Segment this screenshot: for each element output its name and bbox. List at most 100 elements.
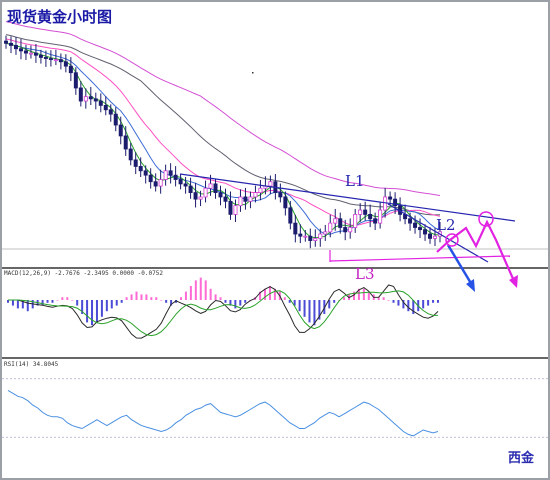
candle-body bbox=[4, 40, 9, 44]
macd-histogram-bar bbox=[437, 300, 439, 303]
candle-body bbox=[93, 98, 98, 102]
candle-body bbox=[23, 50, 28, 54]
candle-body bbox=[258, 187, 263, 194]
candle-body bbox=[433, 235, 438, 239]
macd-histogram-bar bbox=[333, 300, 336, 303]
candle-body bbox=[223, 196, 228, 202]
macd-histogram-bar bbox=[239, 300, 242, 306]
candle-body bbox=[48, 58, 53, 61]
forecast-circle-high bbox=[478, 211, 494, 227]
candle-body bbox=[213, 183, 218, 194]
macd-histogram-bar bbox=[352, 291, 355, 300]
ma-mid-line bbox=[5, 38, 441, 227]
macd-histogram-bar bbox=[76, 300, 79, 306]
candle-body bbox=[338, 218, 343, 228]
macd-histogram-bar bbox=[165, 300, 168, 303]
macd-histogram-bar bbox=[397, 300, 400, 306]
candle-body bbox=[208, 183, 213, 189]
macd-histogram-bar bbox=[7, 300, 9, 303]
candle-body bbox=[18, 48, 23, 52]
macd-histogram-bar bbox=[288, 300, 291, 303]
candle-body bbox=[368, 213, 373, 220]
label-L2: L2 bbox=[436, 216, 456, 234]
candle-body bbox=[423, 229, 428, 235]
candle-body bbox=[58, 59, 63, 63]
macd-histogram-bar bbox=[204, 280, 207, 300]
candle-body bbox=[143, 170, 148, 176]
macd-histogram-bar bbox=[318, 300, 321, 320]
candle-body bbox=[33, 52, 38, 56]
label-L1: L1 bbox=[345, 172, 365, 190]
trendline-L2 bbox=[387, 203, 489, 263]
macd-histogram-bar bbox=[244, 300, 247, 303]
candle-body bbox=[163, 170, 168, 180]
candle-body bbox=[113, 113, 118, 126]
macd-histogram-bar bbox=[66, 297, 69, 300]
macd-histogram-bar bbox=[308, 300, 311, 323]
macd-histogram-bar bbox=[115, 300, 118, 306]
macd-histogram-bar bbox=[357, 288, 360, 300]
macd-line bbox=[8, 284, 439, 339]
candle-body bbox=[353, 213, 358, 228]
macd-histogram-bar bbox=[91, 300, 94, 326]
macd-histogram-bar bbox=[367, 291, 370, 300]
candle-body bbox=[108, 109, 113, 115]
macd-histogram-bar bbox=[382, 297, 385, 300]
candle-body bbox=[278, 192, 283, 198]
macd-histogram-bar bbox=[130, 294, 133, 300]
candle-body bbox=[128, 148, 133, 161]
candle-body bbox=[158, 179, 163, 187]
trendline-L1 bbox=[179, 173, 516, 222]
candle-body bbox=[288, 207, 293, 224]
forecast-magenta-arrowhead bbox=[509, 275, 518, 288]
candle-body bbox=[168, 170, 173, 176]
macd-histogram-bar bbox=[184, 291, 187, 300]
chart-title: 现货黄金小时图 bbox=[7, 8, 113, 26]
candle-body bbox=[43, 57, 48, 59]
candle-body bbox=[193, 192, 198, 200]
macd-histogram-bar bbox=[273, 288, 276, 300]
candle-body bbox=[78, 87, 83, 102]
candle-body bbox=[103, 105, 108, 111]
macd-histogram-bar bbox=[432, 300, 435, 303]
candle-body bbox=[233, 205, 238, 215]
macd-histogram-bar bbox=[323, 300, 326, 314]
ma-slow-line bbox=[5, 34, 441, 216]
candle-body bbox=[83, 96, 88, 102]
candle-body bbox=[408, 218, 413, 224]
macd-histogram-bar bbox=[26, 300, 29, 312]
candle-body bbox=[248, 196, 253, 202]
macd-histogram-bar bbox=[427, 300, 430, 306]
forecast-blue-arrowhead bbox=[466, 279, 475, 292]
candle-body bbox=[138, 166, 143, 172]
macd-histogram-bar bbox=[259, 291, 262, 300]
candle-body bbox=[328, 222, 333, 233]
trendline-L3 bbox=[329, 255, 511, 262]
candle-body bbox=[333, 218, 338, 224]
ma-blue-line bbox=[5, 42, 441, 235]
candle-body bbox=[203, 187, 208, 198]
macd-histogram-bar bbox=[194, 280, 197, 300]
candle-body bbox=[308, 235, 313, 241]
candle-body bbox=[228, 200, 233, 215]
candle-body bbox=[343, 227, 348, 233]
macd-histogram-bar bbox=[160, 300, 163, 301]
candle-body bbox=[198, 196, 203, 200]
candle-body bbox=[88, 96, 93, 100]
candle-body bbox=[363, 209, 368, 215]
macd-histogram-bar bbox=[229, 300, 232, 306]
macd-histogram-bar bbox=[402, 300, 405, 309]
macd-histogram-bar bbox=[100, 300, 103, 317]
candle-body bbox=[378, 209, 383, 224]
candle-body bbox=[323, 231, 328, 235]
macd-histogram-bar bbox=[343, 297, 346, 300]
macd-histogram-bar bbox=[283, 297, 286, 300]
candle-body bbox=[153, 181, 158, 187]
forecast-magenta-path bbox=[436, 219, 516, 282]
macd-histogram-bar bbox=[189, 286, 192, 300]
macd-histogram-bar bbox=[41, 300, 44, 306]
macd-histogram-bar bbox=[422, 300, 425, 309]
macd-histogram-bar bbox=[362, 288, 365, 300]
